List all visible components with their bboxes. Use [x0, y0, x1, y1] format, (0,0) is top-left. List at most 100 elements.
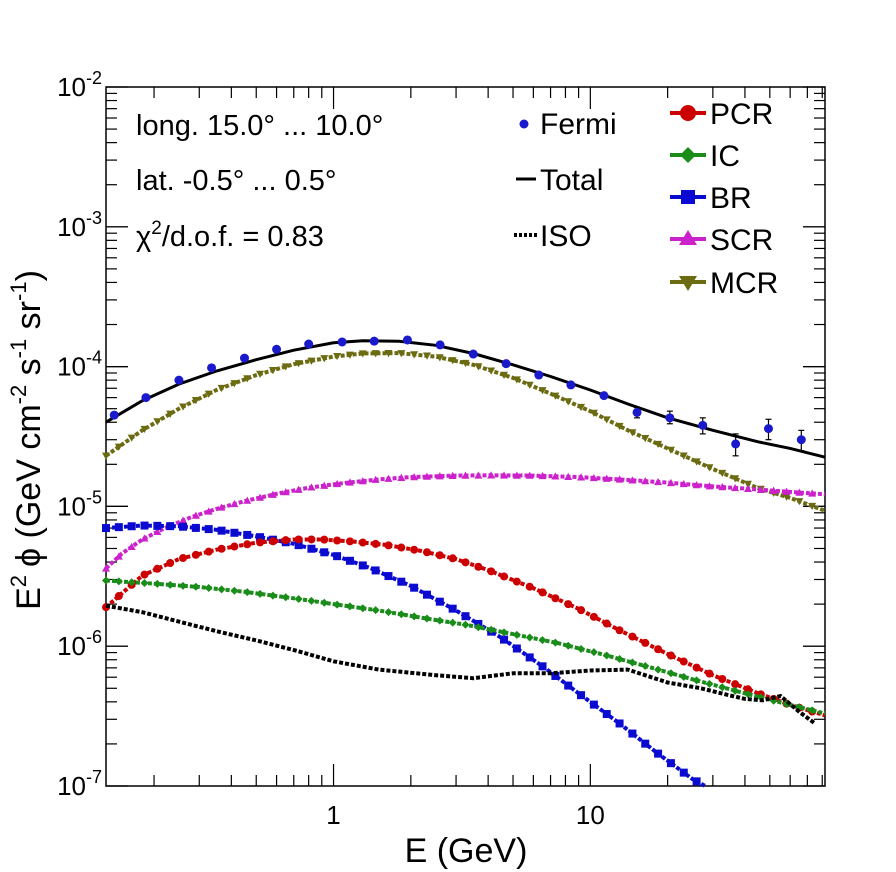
series-br-point: [384, 572, 393, 581]
legend-br-marker: [681, 190, 695, 204]
legend-ic-label: IC: [710, 140, 740, 173]
series-pcr-point: [474, 562, 483, 571]
fermi-data-points: [109, 335, 806, 457]
latitude-annotation: lat. -0.5° ... 0.5°: [136, 165, 337, 197]
series-br-point: [166, 522, 175, 531]
fermi-point: [402, 335, 412, 345]
y-tick-label: 10-4: [57, 348, 102, 382]
series-mcr-point: [795, 498, 804, 506]
series-scr-point: [731, 483, 740, 492]
series-br-point: [410, 583, 419, 592]
series-ic-point: [679, 672, 688, 681]
series-pcr-point: [230, 542, 239, 551]
series-mcr-point: [666, 446, 675, 454]
series-pcr-point: [589, 612, 598, 621]
series-mcr-point: [410, 351, 419, 359]
series-pcr-point: [551, 594, 560, 603]
y-tick-labels: 10-7 10-6 10-5 10-4 10-3 10-2: [57, 68, 102, 801]
series-mcr-point: [114, 443, 123, 451]
series-ic-point: [345, 602, 354, 611]
series-br-point: [461, 612, 470, 621]
series-pcr-point: [641, 638, 650, 647]
chi2-annotation: χ2/d.o.f. = 0.83: [136, 218, 324, 253]
series-ic-point: [281, 593, 290, 602]
legend-br-label: BR: [710, 182, 752, 215]
series-mcr-point: [589, 409, 598, 417]
series-mcr-point: [474, 363, 483, 371]
series-pcr-point: [307, 535, 316, 544]
series-ic-point: [422, 614, 431, 623]
fermi-point: [109, 410, 119, 420]
series-pcr: [102, 535, 826, 718]
series-mcr-point: [127, 434, 136, 442]
y-axis-label: E2ϕ (GeV cm-2 s-1 sr-1): [6, 270, 48, 610]
fermi-point: [304, 339, 314, 349]
series-ic-point: [577, 644, 586, 653]
series-ic-point: [474, 623, 483, 632]
series-mcr-point: [577, 403, 586, 412]
series-scr-point: [294, 485, 303, 493]
series-mcr-point: [551, 392, 560, 400]
legend-pcr-label: PCR: [710, 98, 773, 131]
series-scr-point: [397, 473, 406, 481]
series-br-point: [666, 759, 675, 768]
series-ic-point: [230, 586, 239, 595]
y-tick-label: 10-3: [57, 208, 102, 242]
fermi-point: [468, 349, 478, 359]
series-iso-line: [105, 603, 817, 726]
series-scr-point: [358, 477, 367, 485]
series-pcr-point: [243, 540, 252, 549]
series-scr-point: [577, 473, 586, 481]
series-mcr-point: [102, 452, 110, 460]
series-br-point: [512, 644, 521, 653]
series-scr-point: [114, 552, 123, 560]
series-mcr-point: [371, 350, 380, 358]
fermi-point: [731, 439, 741, 449]
series-mcr-point: [538, 387, 547, 395]
series-pcr-point: [397, 543, 406, 552]
series-mcr-point: [602, 416, 611, 424]
series-scr-point: [589, 473, 598, 482]
series-scr-point: [204, 507, 213, 515]
series-ic-point: [153, 579, 162, 588]
series-mcr-point: [692, 458, 701, 466]
series-ic-point: [114, 577, 123, 586]
x-tick-label: 10: [576, 800, 605, 830]
series-br-point: [397, 577, 406, 586]
series-mcr-point: [397, 350, 406, 358]
series-br-point: [333, 552, 342, 561]
series-ic-point: [641, 662, 650, 671]
series-mcr-point: [333, 352, 342, 361]
series-pcr-point: [705, 669, 714, 678]
series-pcr-point: [422, 548, 431, 557]
series-ic-point: [808, 706, 817, 715]
series-scr-point: [384, 474, 393, 482]
series-scr-point: [422, 472, 431, 480]
series-br-point: [243, 530, 252, 539]
series-scr-point: [448, 471, 457, 479]
fermi-point: [435, 340, 445, 350]
series-ic-point: [294, 595, 303, 604]
series-scr-point: [654, 477, 663, 486]
fermi-point: [763, 424, 773, 434]
series-pcr-point: [615, 626, 624, 635]
series-pcr-point: [487, 567, 496, 576]
series-ic-point: [127, 578, 136, 587]
legend-pcr-marker: [680, 105, 696, 121]
series-ic-point: [102, 576, 110, 585]
series-pcr-point: [564, 600, 573, 609]
series-ic-point: [410, 612, 419, 621]
series-iso: [105, 603, 817, 726]
fermi-point: [599, 391, 609, 401]
series-br-point: [217, 526, 226, 535]
series-pcr-point: [512, 577, 521, 586]
series-br-point: [345, 556, 354, 565]
series-pcr-point: [461, 558, 470, 567]
series-scr-point: [179, 516, 188, 524]
series-pcr-point: [525, 582, 534, 591]
longitude-annotation: long. 15.0° ... 10.0°: [136, 110, 383, 142]
series-pcr-point: [500, 572, 509, 581]
series-ic-point: [487, 625, 496, 634]
series-br-point: [358, 561, 367, 570]
